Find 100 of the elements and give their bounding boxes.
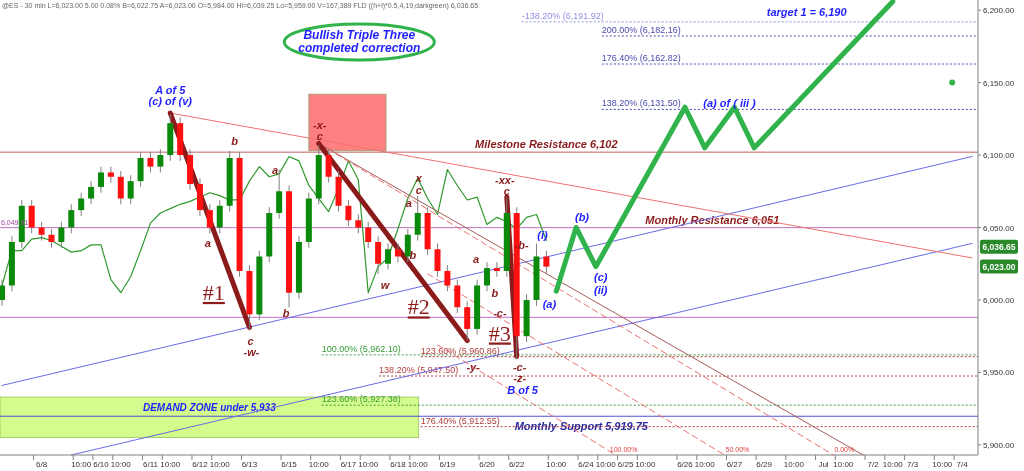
candlestick [78, 192, 85, 217]
x-tick-label: 7/4 [956, 460, 969, 469]
annotation: b [491, 286, 499, 299]
candlestick [216, 199, 223, 234]
x-tick-label: 7/2 [867, 460, 880, 469]
candlestick [68, 203, 75, 234]
annotation: B of 5 [507, 383, 539, 396]
y-tick-label: 6,050.00 [983, 223, 1015, 233]
candlestick [345, 199, 352, 227]
annotation: -xx- [495, 173, 515, 186]
candlestick [97, 166, 104, 194]
ref-line-label: 100.00% (5,962.10) [321, 343, 401, 354]
x-tick-label: 6/10 [93, 460, 110, 469]
x-tick-label: 6/26 [677, 460, 694, 469]
x-tick-label: 6/27 [726, 460, 743, 469]
candlestick [48, 228, 55, 249]
x-tick-label: 10:00 [932, 460, 953, 469]
annotation: a [272, 163, 279, 176]
ref-line-label: 176.40% (5,912.55) [420, 415, 500, 426]
x-tick-label: 10:00 [407, 460, 429, 469]
x-tick-label: 6/17 [340, 460, 357, 469]
annotation: Bullish Triple Three completed correction [298, 28, 421, 56]
x-tick-label: 10:00 [110, 460, 132, 469]
candlestick [493, 261, 500, 278]
annotation: (b) [575, 211, 590, 224]
annotation: c [247, 334, 254, 347]
annotation: x [414, 172, 423, 185]
candlestick [137, 151, 144, 188]
x-tick-label: 6/8 [36, 460, 48, 469]
x-tick-label: 6/13 [241, 460, 258, 469]
annotation: (c) [594, 270, 608, 283]
annotation: A of 5 [154, 83, 187, 96]
annotation: -w- [243, 346, 260, 359]
annotation: b [231, 134, 239, 147]
ref-line-label: 123.60% (5,927.38) [321, 394, 401, 405]
candlestick [28, 199, 35, 234]
ref-line-label: Milestone Resistance 6,102 [475, 138, 618, 151]
annotation: b [282, 306, 290, 319]
candlestick [355, 213, 362, 234]
candlestick [385, 242, 392, 271]
annotation: c [503, 185, 510, 198]
ref-line-label: 176.40% (6,162.82) [601, 53, 681, 64]
candlestick [276, 169, 283, 220]
x-tick-label: 6/24 [578, 460, 595, 469]
candlestick [484, 261, 490, 292]
text: 6,023.00 [982, 261, 1016, 272]
annotation: #3 [488, 320, 511, 346]
annotation: #1 [202, 279, 225, 305]
candlestick [444, 264, 451, 292]
x-tick-label: 6/20 [479, 460, 496, 469]
candlestick [107, 166, 114, 184]
x-tick-label: 10:00 [160, 460, 181, 469]
x-tick-label: 10:00 [308, 460, 330, 469]
x-tick-label: 6/25 [617, 460, 634, 469]
x-tick-label: 6/22 [508, 460, 526, 469]
ref-line-label: Monthly Support 5,919.75 [514, 420, 649, 433]
annotation: -c- [512, 360, 527, 373]
x-tick-label: 6/12 [192, 460, 209, 469]
annotation: a [473, 253, 480, 266]
y-tick-label: 6,000.00 [983, 295, 1015, 305]
candlestick [127, 174, 134, 205]
x-tick-label: 6/19 [439, 460, 456, 469]
annotation: (ii) [594, 283, 608, 296]
x-tick-label: 7/3 [907, 460, 919, 469]
annotation: -x- [313, 118, 327, 131]
ref-line-label: 123.60% (5,960.86) [420, 345, 500, 356]
candlestick [375, 235, 382, 275]
candlestick [117, 170, 124, 205]
annotation: #2 [407, 294, 430, 320]
annotation: a [405, 196, 412, 209]
annotation: target 1 = 6,190 [766, 5, 848, 18]
candlestick [464, 300, 471, 342]
candlestick [434, 242, 441, 278]
candlestick [543, 250, 550, 275]
annotation: -c- [493, 306, 507, 319]
x-tick-label: 10:00 [358, 460, 379, 469]
band-label: DEMAND ZONE under 5,933 [142, 402, 277, 414]
x-tick-label: 10:00 [595, 460, 617, 469]
candlestick [454, 279, 461, 314]
x-tick-label: 10:00 [546, 460, 567, 469]
y-tick-label: 5,950.00 [983, 368, 1015, 378]
candlestick [394, 242, 401, 263]
candlestick [365, 221, 372, 249]
candlestick [404, 228, 411, 263]
annotation: (a) [542, 298, 557, 311]
candlestick [58, 221, 65, 249]
candlestick [147, 151, 154, 173]
candlestick [157, 148, 164, 173]
annotation: -y- [466, 360, 481, 373]
x-tick-label: 6/18 [390, 460, 407, 469]
ref-line-label: 200.00% (6,182.16) [601, 24, 681, 35]
annotation: a [204, 237, 211, 250]
candlestick [38, 221, 45, 242]
candlestick [206, 203, 213, 234]
x-tick-label: 10:00 [783, 460, 805, 469]
x-tick-label: 6/29 [756, 460, 773, 469]
candlestick [88, 180, 95, 205]
annotation: (a) of ( iii ) [703, 96, 757, 109]
candlestick [0, 279, 5, 307]
candlestick [325, 148, 332, 184]
